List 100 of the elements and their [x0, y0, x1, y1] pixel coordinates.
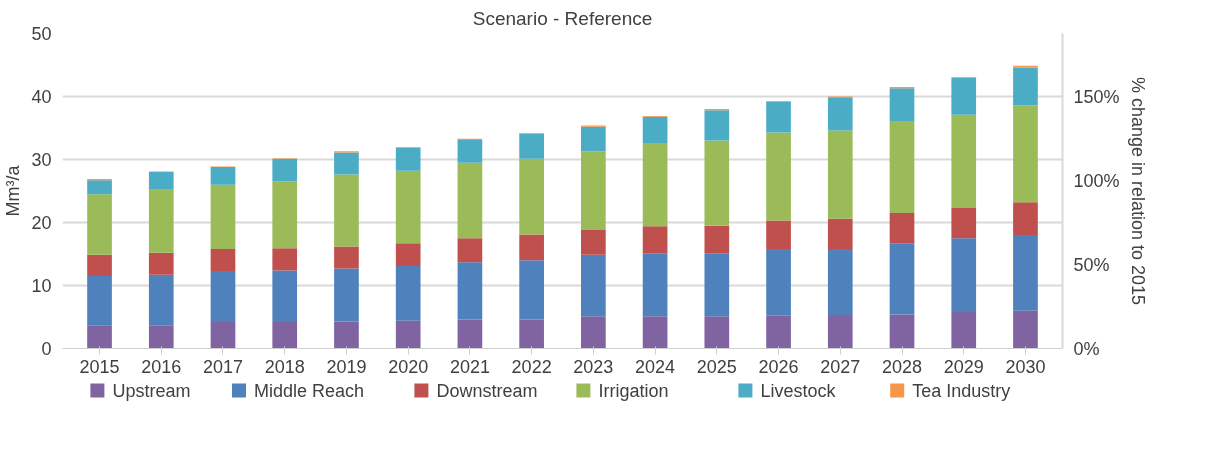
bar	[87, 276, 112, 326]
chart-title: Scenario - Reference	[472, 7, 653, 29]
x-tick-label: 2018	[264, 356, 305, 377]
bar	[519, 319, 544, 349]
bar	[1013, 235, 1038, 311]
bar	[642, 253, 668, 317]
y2-axis-title: % change in relation to 2015	[1127, 76, 1148, 306]
bar	[704, 225, 730, 254]
bar	[210, 184, 236, 249]
bar	[519, 260, 544, 320]
bar	[148, 172, 174, 190]
bar	[1013, 105, 1038, 203]
bar	[642, 316, 668, 349]
y2-tick-label: 50%	[1073, 254, 1110, 275]
bar	[827, 97, 853, 131]
bar	[704, 140, 730, 226]
x-tick-label: 2017	[202, 356, 244, 377]
bar	[889, 121, 915, 214]
legend-label: Middle Reach	[254, 380, 365, 401]
y2-tick-label: 100%	[1073, 170, 1120, 191]
x-tick-label: 2021	[449, 356, 490, 377]
bar	[827, 315, 853, 349]
y2-tick-label: 0%	[1073, 338, 1100, 359]
bar	[148, 325, 174, 349]
bar	[951, 114, 977, 209]
y-tick-label: 20	[31, 213, 52, 233]
bar	[148, 189, 174, 253]
bar	[704, 110, 730, 141]
legend-label: Tea Industry	[912, 380, 1011, 401]
x-tick-label: 2020	[388, 356, 429, 377]
x-tick-label: 2023	[573, 356, 614, 377]
bar	[457, 139, 483, 163]
y-tick-label: 10	[31, 276, 52, 296]
x-tick-label: 2015	[79, 356, 120, 377]
bar	[827, 130, 853, 219]
bar	[1013, 202, 1038, 236]
bar	[951, 208, 977, 239]
y-tick-label: 50	[31, 24, 52, 44]
bar	[334, 268, 359, 322]
bar	[519, 234, 544, 261]
x-tick-label: 2016	[141, 356, 182, 377]
bar	[704, 316, 730, 349]
bar	[210, 248, 236, 272]
bar	[889, 213, 915, 244]
bar	[766, 132, 791, 221]
bar	[951, 238, 977, 312]
bar	[334, 246, 359, 269]
bar	[581, 254, 606, 317]
bar	[272, 158, 298, 182]
y-tick-label: 0	[41, 339, 52, 359]
x-tick-label: 2027	[820, 356, 861, 377]
x-tick-label: 2019	[326, 356, 367, 377]
bar	[334, 152, 359, 175]
bar	[395, 170, 421, 244]
bar	[87, 194, 112, 255]
bar	[642, 143, 668, 227]
bar	[210, 322, 236, 349]
bar	[581, 151, 606, 231]
bar	[457, 238, 483, 263]
y2-tick-label: 150%	[1073, 87, 1120, 108]
bar	[148, 274, 174, 326]
x-tick-label: 2024	[635, 356, 676, 377]
y-axis-title: Mm³/a	[3, 164, 24, 217]
bar	[704, 253, 730, 317]
bar	[889, 314, 915, 349]
bar	[581, 126, 606, 152]
bar	[272, 181, 298, 249]
bar	[827, 218, 853, 249]
bar	[457, 262, 483, 320]
bar	[87, 254, 112, 277]
legend-label: Downstream	[436, 380, 538, 401]
bar	[87, 180, 112, 195]
bar	[581, 230, 606, 255]
bar	[519, 158, 544, 235]
bar	[87, 325, 112, 349]
y-tick-label: 40	[31, 87, 52, 107]
bar	[766, 220, 791, 249]
x-tick-label: 2028	[881, 356, 923, 377]
bar	[951, 311, 977, 349]
bar	[395, 147, 421, 171]
legend-label: Upstream	[112, 380, 191, 401]
bar	[766, 315, 791, 349]
x-tick-label: 2026	[758, 356, 799, 377]
bar	[334, 174, 359, 247]
bar	[457, 319, 483, 349]
bar	[272, 248, 298, 271]
bar	[395, 265, 421, 321]
bar	[827, 248, 853, 316]
bar	[395, 320, 421, 349]
bar	[334, 321, 359, 349]
bar	[889, 88, 915, 122]
bar	[457, 162, 483, 239]
x-tick-label: 2025	[696, 356, 737, 377]
bar	[1013, 310, 1038, 349]
x-tick-label: 2029	[943, 356, 984, 377]
bar	[889, 243, 915, 315]
bar	[951, 77, 977, 115]
y-tick-label: 30	[31, 150, 52, 170]
bar	[210, 271, 236, 323]
bar	[395, 243, 421, 266]
